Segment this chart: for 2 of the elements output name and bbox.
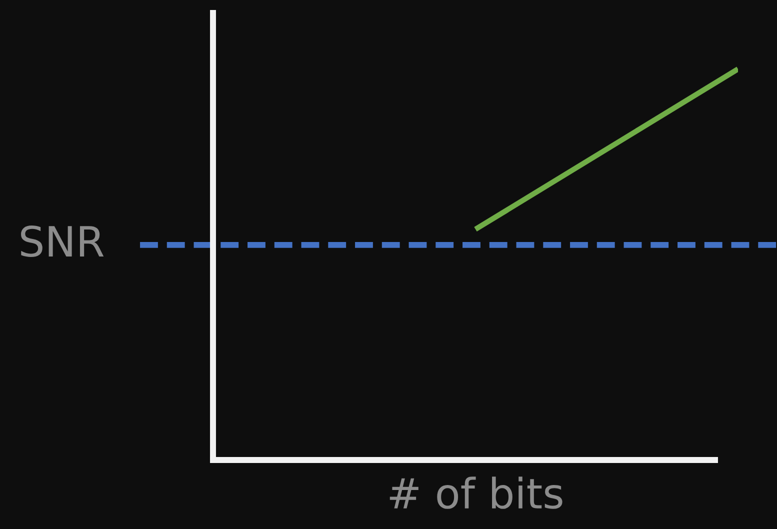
x-axis-title: # of bits	[390, 476, 562, 509]
ref-line-label: SNR	[21, 226, 104, 258]
